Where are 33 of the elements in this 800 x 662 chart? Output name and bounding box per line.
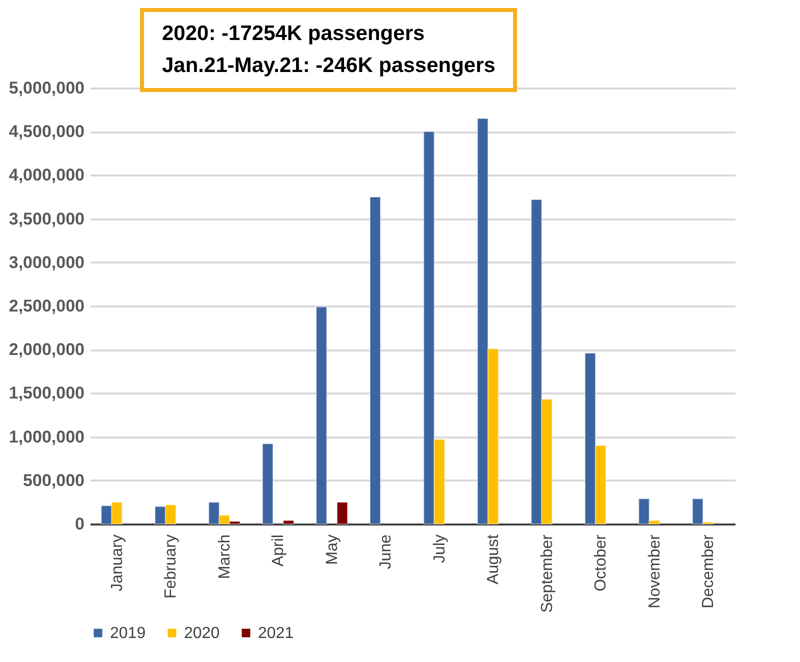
text: Jan.21-May.21: -246K passengers — [162, 53, 496, 79]
y-tick-label: 2,000,000 — [8, 340, 84, 360]
x-tick-label: April — [270, 534, 288, 567]
x-tick-label: January — [108, 534, 126, 592]
x-tick-label: February — [162, 534, 180, 599]
y-tick-label: 3,000,000 — [8, 252, 84, 272]
x-tick-label: December — [700, 534, 718, 608]
y-tick-label: 4,500,000 — [8, 122, 84, 142]
x-tick-label: November — [646, 534, 664, 608]
bar — [336, 502, 348, 524]
bar — [282, 520, 294, 524]
bar — [262, 443, 274, 524]
y-tick-label: 5,000,000 — [8, 78, 84, 98]
x-tick-label: May — [324, 534, 341, 565]
y-tick-label: 1,500,000 — [8, 384, 84, 403]
x-tick-label: June — [378, 534, 395, 570]
x-tick-label: March — [216, 534, 234, 579]
x-tick-label: September — [538, 534, 556, 613]
bar — [316, 306, 328, 524]
x-tick-label: August — [485, 534, 502, 584]
x-tick-label: October — [592, 534, 610, 592]
bar — [370, 196, 381, 524]
y-tick-label: 0 — [75, 514, 84, 534]
legend-label: 2019 — [110, 625, 146, 642]
y-tick-label: 500,000 — [23, 470, 84, 490]
x-tick-label: July — [431, 534, 448, 563]
legend-label: 2020 — [184, 625, 220, 642]
y-tick-label: 3,500,000 — [8, 209, 84, 228]
text: 2020: -17254K passengers — [162, 21, 426, 47]
y-tick-label: 1,000,000 — [8, 427, 84, 446]
y-tick-label: 2,500,000 — [8, 296, 84, 316]
legend-label: 2021 — [258, 625, 294, 642]
y-tick-label: 4,000,000 — [8, 166, 84, 185]
